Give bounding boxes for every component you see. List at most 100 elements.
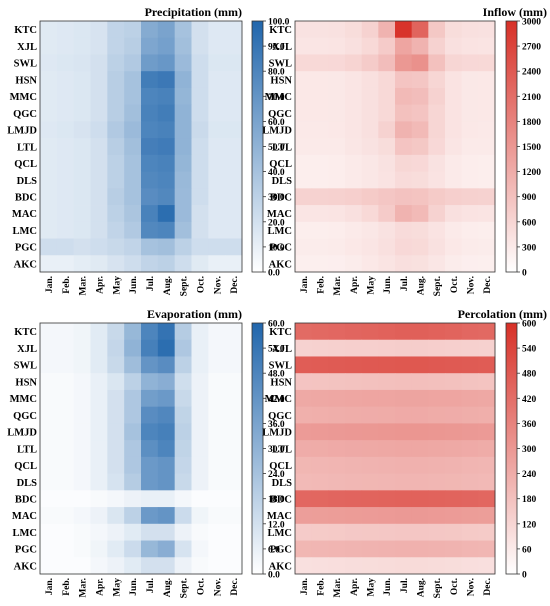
heatmap-cell	[40, 389, 58, 408]
heatmap-cell	[107, 255, 125, 273]
heatmap-cell	[56, 323, 75, 341]
heatmap-cell	[478, 523, 496, 541]
heatmap-cell	[191, 323, 209, 341]
heatmap-cell	[411, 557, 429, 575]
row-label: DLS	[272, 478, 293, 489]
heatmap-frame	[39, 322, 243, 575]
heatmap-cell	[157, 523, 176, 541]
heatmap-cell	[174, 37, 192, 55]
heatmap-cell	[428, 389, 446, 408]
heatmap-cell	[411, 238, 429, 256]
heatmap-cell	[311, 406, 329, 424]
heatmap-cell	[124, 87, 142, 106]
column-label: Feb.	[62, 276, 72, 294]
heatmap-cell	[191, 154, 209, 172]
column-label: Oct.	[450, 578, 460, 595]
heatmap-cell	[107, 87, 125, 106]
heatmap-cell	[445, 373, 463, 391]
colorbar-tick-label: 100.0	[268, 18, 290, 28]
heatmap-cell	[378, 205, 396, 223]
heatmap-cell	[378, 423, 396, 441]
heatmap-cell	[157, 323, 176, 341]
heatmap-cell	[461, 87, 479, 106]
heatmap-cell	[56, 423, 75, 441]
heatmap-cell	[295, 356, 313, 374]
heatmap-cell	[361, 456, 379, 474]
heatmap-cell	[40, 54, 58, 72]
heatmap-cell	[311, 205, 329, 223]
heatmap-cell	[411, 473, 429, 491]
heatmap-cell	[225, 373, 243, 391]
heatmap-cell	[107, 54, 125, 72]
row-label: DLS	[17, 478, 38, 489]
heatmap-cell	[478, 456, 496, 474]
heatmap-cell	[107, 490, 125, 508]
heatmap-frame	[294, 20, 496, 273]
heatmap-cell	[395, 473, 413, 491]
heatmap-cell	[157, 473, 176, 491]
heatmap-cell	[191, 205, 209, 223]
heatmap-cell	[378, 557, 396, 575]
heatmap-cell	[478, 423, 496, 441]
heatmap-cell	[311, 238, 329, 256]
heatmap-cell	[56, 356, 75, 374]
heatmap-cell	[56, 154, 75, 172]
heatmap-cell	[107, 121, 125, 139]
heatmap-cell	[361, 188, 379, 206]
heatmap-cell	[461, 221, 479, 239]
heatmap-cell	[208, 171, 226, 189]
heatmap-cell	[395, 373, 413, 391]
colorbar-tick-label: 12.0	[268, 520, 285, 530]
heatmap-cell	[40, 121, 58, 139]
colorbar-tick-label: 2100	[522, 93, 541, 103]
heatmap-cell	[90, 255, 108, 273]
heatmap-cell	[428, 523, 446, 541]
heatmap-cell	[428, 339, 446, 357]
heatmap-cell	[478, 54, 496, 72]
heatmap-cell	[124, 188, 142, 206]
heatmap-cell	[157, 373, 176, 391]
heatmap-cell	[73, 87, 91, 106]
heatmap-cell	[40, 507, 58, 525]
column-label: Jul.	[146, 578, 156, 593]
heatmap-cell	[328, 557, 346, 575]
row-label: PGC	[15, 243, 37, 254]
heatmap-cell	[191, 523, 209, 541]
heatmap-cell	[445, 406, 463, 424]
heatmap-cell	[208, 473, 226, 491]
heatmap-cell	[174, 221, 192, 239]
heatmap-cell	[40, 37, 58, 55]
heatmap-cell	[40, 557, 58, 575]
heatmap-cell	[124, 373, 142, 391]
heatmap-cell	[225, 389, 243, 408]
heatmap-cell	[361, 87, 379, 106]
heatmap-cell	[208, 104, 226, 122]
colorbar-tick-label: 600	[522, 320, 537, 330]
colorbar-tick-label: 1500	[522, 143, 541, 153]
heatmap-cell	[311, 221, 329, 239]
heatmap-cell	[328, 373, 346, 391]
heatmap-cell	[141, 221, 159, 239]
heatmap-cell	[328, 490, 346, 508]
column-label: Nov.	[213, 578, 223, 596]
heatmap-cell	[157, 490, 176, 508]
heatmap-cell	[478, 205, 496, 223]
heatmap-cell	[124, 255, 142, 273]
heatmap-cell	[295, 323, 313, 341]
heatmap-cell	[90, 473, 108, 491]
colorbar-tick-label: 70.0	[268, 93, 285, 103]
row-label: LMC	[13, 528, 38, 539]
heatmap-cell	[328, 507, 346, 525]
heatmap-cell	[328, 255, 346, 273]
heatmap-cell	[445, 323, 463, 341]
heatmap-cell	[361, 557, 379, 575]
heatmap-cell	[328, 356, 346, 374]
heatmap-cell	[141, 473, 159, 491]
column-label: Sept.	[180, 578, 190, 598]
row-label: LTL	[272, 142, 292, 153]
heatmap-cell	[311, 356, 329, 374]
heatmap-cell	[157, 71, 176, 89]
heatmap-cell	[208, 423, 226, 441]
heatmap-cell	[378, 323, 396, 341]
heatmap-cell	[478, 121, 496, 139]
